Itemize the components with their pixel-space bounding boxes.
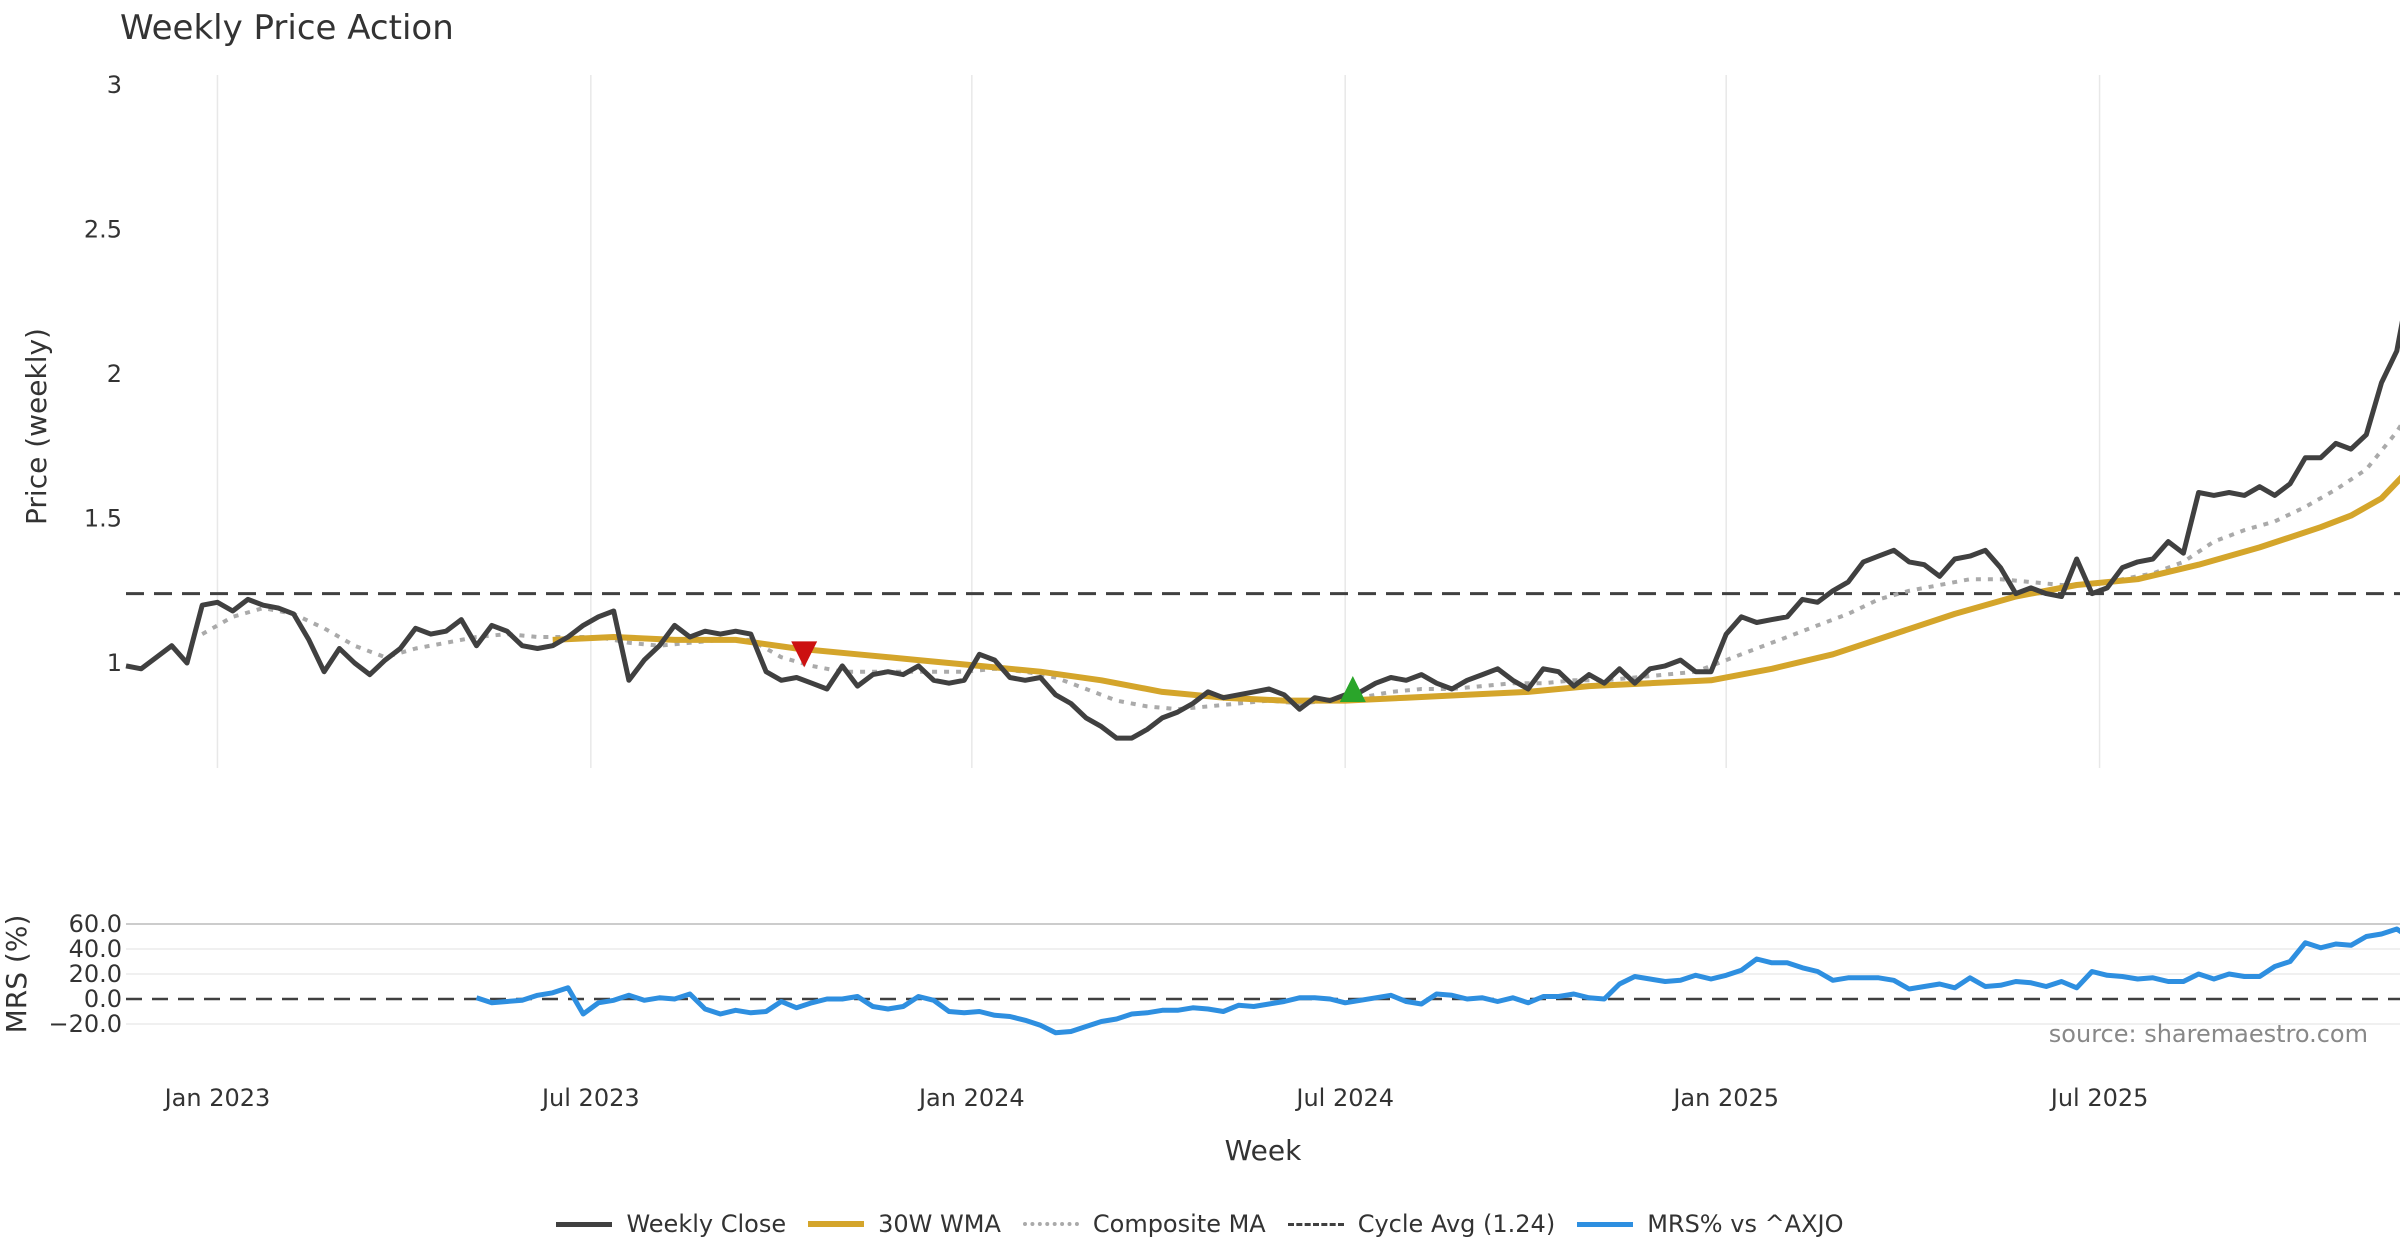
x-tick-label: Jan 2025 <box>1671 1084 1779 1112</box>
source-note: source: sharemaestro.com <box>2048 1020 2368 1048</box>
mrs-line <box>475 926 2400 1036</box>
legend: Weekly Close 30W WMA Composite MA Cycle … <box>0 1210 2400 1238</box>
chart-title: Weekly Price Action <box>120 8 454 48</box>
mrs-ytick-label: 20.0 <box>69 960 122 988</box>
legend-label-cycle-avg: Cycle Avg (1.24) <box>1357 1210 1556 1238</box>
x-axis-title: Week <box>1225 1134 1302 1167</box>
price-y-axis-title: Price (weekly) <box>20 328 53 525</box>
legend-label-weekly-close: Weekly Close <box>626 1210 787 1238</box>
legend-item-weekly-close[interactable]: Weekly Close <box>556 1210 786 1238</box>
mrs-y-axis-title: MRS (%) <box>0 915 33 1034</box>
x-tick-label: Jan 2023 <box>163 1084 271 1112</box>
x-tick-label: Jan 2024 <box>917 1084 1025 1112</box>
price-ytick-label: 2 <box>107 360 122 388</box>
price-ytick-label: 3 <box>107 71 122 99</box>
legend-swatch-30w-wma <box>808 1221 865 1227</box>
price-ytick-label: 1 <box>107 649 122 677</box>
mrs-ytick-label: 60.0 <box>69 910 122 938</box>
legend-swatch-weekly-close <box>556 1221 613 1227</box>
x-tick-label: Jul 2025 <box>2049 1084 2149 1112</box>
price-ytick-label: 2.5 <box>84 216 122 244</box>
legend-swatch-composite-ma <box>1022 1222 1079 1226</box>
x-tick-label: Jul 2023 <box>540 1084 640 1112</box>
weekly-close-line <box>125 320 2400 741</box>
price-panel: 1 1.5 2 2.5 3 Price (weekly) <box>20 71 2400 768</box>
sell-signal-marker <box>791 641 818 668</box>
legend-swatch-cycle-avg <box>1287 1222 1344 1226</box>
legend-item-composite-ma[interactable]: Composite MA <box>1022 1210 1266 1238</box>
legend-item-30w-wma[interactable]: 30W WMA <box>808 1210 1001 1238</box>
mrs-ytick-label: 0.0 <box>84 985 122 1013</box>
buy-signal-marker <box>1339 676 1366 703</box>
legend-item-mrs[interactable]: MRS% vs ^AXJO <box>1577 1210 1844 1238</box>
legend-label-30w-wma: 30W WMA <box>878 1210 1001 1238</box>
mrs-ytick-label: 40.0 <box>69 935 122 963</box>
x-tick-label: Jul 2024 <box>1294 1084 1394 1112</box>
legend-label-mrs: MRS% vs ^AXJO <box>1647 1210 1844 1238</box>
legend-item-cycle-avg[interactable]: Cycle Avg (1.24) <box>1287 1210 1556 1238</box>
mrs-panel: −20.00.020.040.060.0 MRS (%) Jan 2023 Jul 2… <box>0 910 2400 1167</box>
legend-swatch-mrs <box>1577 1221 1634 1227</box>
legend-label-composite-ma: Composite MA <box>1092 1210 1266 1238</box>
wma-30w-line <box>552 474 2400 704</box>
price-ytick-label: 1.5 <box>84 505 122 533</box>
mrs-ytick-label: −20.0 <box>48 1010 122 1038</box>
composite-ma-line <box>201 422 2400 712</box>
